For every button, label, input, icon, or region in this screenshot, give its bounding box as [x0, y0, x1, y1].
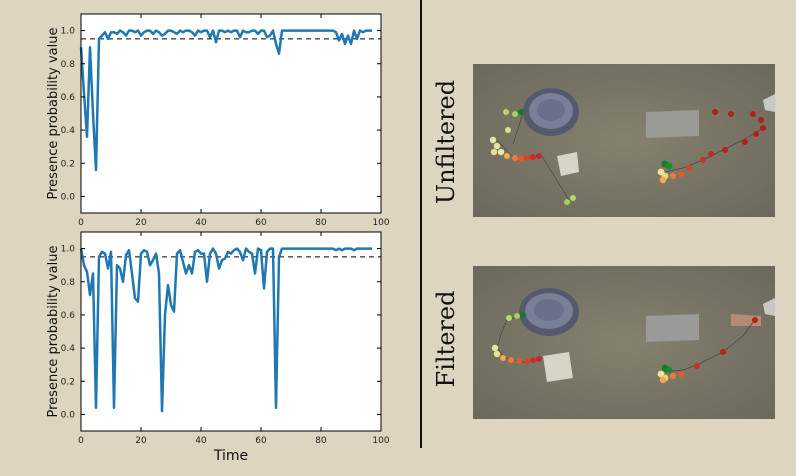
x-axis-label: Time — [213, 448, 248, 464]
white-box-object — [557, 152, 579, 176]
x-tick-label: 100 — [372, 218, 389, 228]
y-tick-label: 0.8 — [61, 60, 76, 70]
bowl-object — [519, 288, 579, 336]
tracked-points-right — [657, 109, 766, 184]
y-tick-label: 0.2 — [61, 377, 75, 387]
y-tick-label: 0.6 — [61, 93, 76, 103]
table-surface — [473, 266, 775, 419]
y-tick-label: 1.0 — [61, 27, 76, 37]
y-axis-label: Presence probability value — [46, 246, 61, 418]
tracked-points-left — [491, 312, 542, 364]
x-tick-label: 20 — [135, 218, 147, 228]
x-tick-label: 100 — [372, 436, 389, 446]
x-tick-label: 40 — [195, 436, 207, 446]
photo-label-filtered: Filtered — [432, 290, 460, 388]
photo-filtered — [473, 266, 775, 419]
x-tick-label: 0 — [78, 436, 84, 446]
panel-divider — [420, 0, 422, 448]
photo-unfiltered — [473, 64, 775, 217]
y-axis-label: Presence probability value — [46, 28, 61, 200]
y-tick-label: 1.0 — [61, 245, 76, 255]
y-tick-label: 0.0 — [61, 192, 76, 202]
x-tick-label: 0 — [78, 218, 84, 228]
y-tick-label: 0.0 — [61, 410, 76, 420]
series-line — [79, 247, 372, 413]
y-tick-label: 0.6 — [61, 311, 76, 321]
x-tick-label: 80 — [315, 436, 327, 446]
table-surface — [473, 64, 775, 217]
y-tick-label: 0.4 — [61, 344, 76, 354]
robot-gripper — [646, 314, 699, 342]
y-tick-label: 0.2 — [61, 159, 75, 169]
robot-arm-edge — [763, 298, 775, 316]
plot-area — [81, 14, 381, 213]
x-tick-label: 20 — [135, 436, 147, 446]
plot-frame — [80, 231, 382, 432]
bowl-object — [523, 88, 579, 136]
photo-label-unfiltered: Unfiltered — [432, 79, 460, 205]
plot-frame — [80, 13, 382, 214]
robot-gripper — [646, 110, 699, 138]
series-line — [79, 29, 372, 172]
tracked-points-left — [489, 109, 576, 205]
robot-arm-edge — [731, 314, 761, 326]
x-tick-label: 60 — [255, 218, 267, 228]
x-tick-label: 40 — [195, 218, 207, 228]
tracked-points-right — [657, 317, 758, 384]
x-tick-label: 80 — [315, 218, 327, 228]
white-box-object — [543, 352, 573, 382]
y-tick-label: 0.8 — [61, 278, 76, 288]
x-tick-label: 60 — [255, 436, 267, 446]
robot-arm-edge — [763, 94, 775, 112]
y-tick-label: 0.4 — [61, 126, 76, 136]
